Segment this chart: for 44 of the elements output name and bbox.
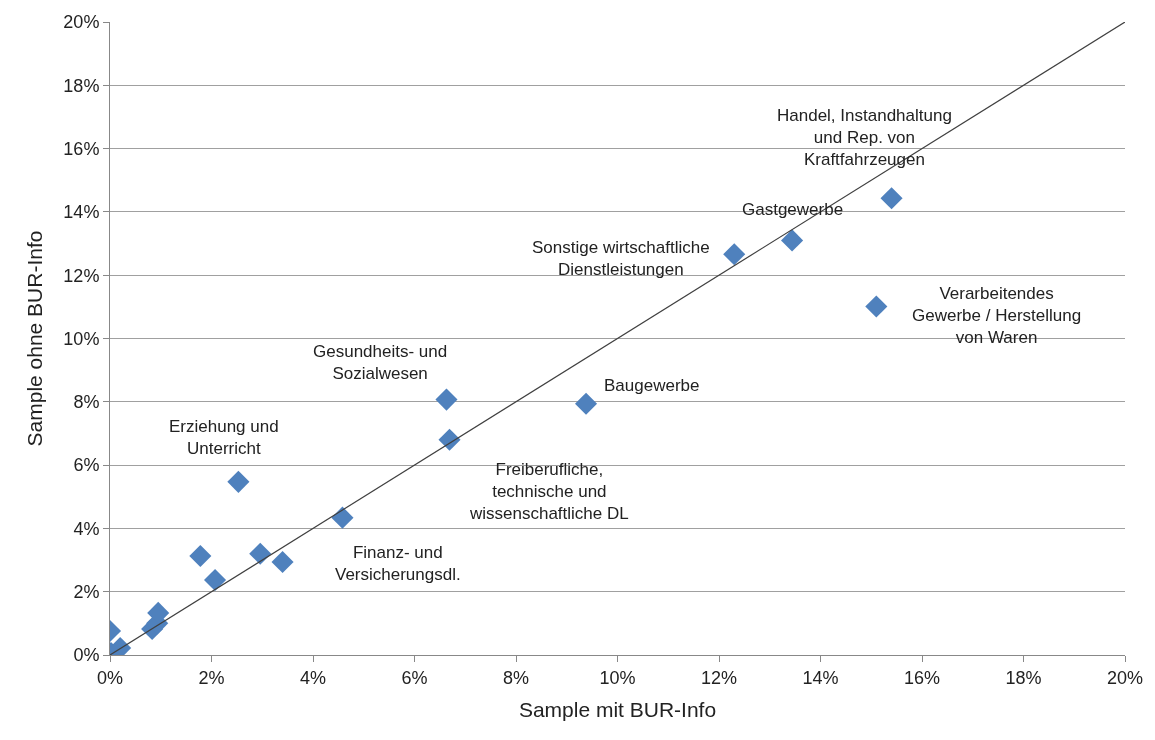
point bbox=[438, 428, 461, 451]
x-tick-label: 18% bbox=[1005, 667, 1042, 688]
point bbox=[781, 229, 804, 252]
x-tick-label: 20% bbox=[1106, 667, 1144, 688]
point bbox=[880, 187, 903, 210]
y-axis-title: Sample ohne BUR-Info bbox=[22, 230, 46, 447]
y-tick-label: 0% bbox=[73, 645, 100, 666]
y-tick-label: 18% bbox=[63, 75, 100, 96]
y-tick-label: 14% bbox=[63, 202, 100, 223]
point bbox=[331, 506, 354, 529]
point bbox=[271, 550, 294, 573]
point bbox=[189, 544, 212, 567]
x-tick-label: 16% bbox=[903, 667, 941, 688]
x-tick-label: 12% bbox=[700, 667, 738, 688]
x-tick-label: 14% bbox=[802, 667, 839, 688]
x-tick-label: 0% bbox=[96, 667, 124, 688]
x-tick-label: 6% bbox=[401, 667, 428, 688]
point bbox=[204, 568, 227, 592]
y-tick-label: 8% bbox=[73, 392, 100, 413]
point bbox=[227, 470, 250, 493]
point bbox=[865, 295, 888, 318]
y-tick-label: 10% bbox=[63, 328, 100, 349]
y-tick-label: 20% bbox=[63, 12, 100, 33]
annotation: Freiberufliche, technische und wissenschaftliche DL bbox=[469, 460, 629, 524]
y-tick-label: 16% bbox=[63, 138, 100, 159]
x-tick-label: 8% bbox=[502, 667, 530, 688]
point bbox=[249, 542, 272, 565]
annotation: Finanz- und Versicherungsdl. bbox=[335, 543, 461, 585]
y-tick-label: 4% bbox=[73, 518, 100, 539]
annotation: Baugewerbe bbox=[604, 376, 700, 395]
annotation: Sonstige wirtschaftliche Dienstleistungen bbox=[532, 238, 710, 280]
x-tick-label: 10% bbox=[599, 667, 636, 688]
y-tick-label: 12% bbox=[63, 265, 100, 286]
y-tick-label: 6% bbox=[73, 455, 100, 476]
annotation: Verarbeitendes Gewerbe / Herstellung von Waren bbox=[912, 284, 1082, 348]
x-tick-label: 4% bbox=[299, 667, 327, 688]
y-tick-label: 2% bbox=[73, 582, 100, 602]
point bbox=[723, 243, 746, 266]
annotation: Gesundheits- und Sozialwesen bbox=[313, 342, 448, 384]
x-axis-title: Sample mit BUR-Info bbox=[518, 697, 717, 721]
point bbox=[574, 392, 598, 415]
point bbox=[435, 388, 458, 411]
annotation: Erziehung und Unterricht bbox=[169, 417, 279, 459]
x-tick-label: 2% bbox=[198, 667, 225, 688]
